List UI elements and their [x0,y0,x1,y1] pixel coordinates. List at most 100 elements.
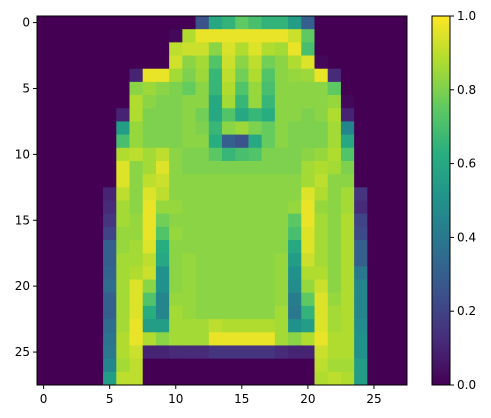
heatmap-cell [354,279,368,294]
heatmap-cell [142,187,157,201]
heatmap-cell [50,95,64,109]
heatmap-cell [195,81,210,96]
heatmap-cell [89,226,104,241]
heatmap-cell [182,174,196,188]
heatmap-cell [103,187,117,201]
heatmap-cell [195,240,210,254]
heatmap-cell [169,147,183,162]
heatmap-cell [301,160,315,175]
heatmap-cell [380,226,395,241]
heatmap-cell [314,345,329,360]
heatmap-cell [235,55,249,70]
heatmap-cell [195,332,210,346]
heatmap-cell [169,174,183,188]
heatmap-cell [327,174,342,188]
heatmap-cell [367,332,381,346]
heatmap-cell [222,121,236,136]
heatmap-cell [142,305,157,320]
colorbar-tick-label: 0.6 [457,157,476,171]
heatmap-cell [248,108,263,122]
heatmap-cell [155,55,170,70]
heatmap-cell [37,95,51,109]
heatmap-cell [116,345,130,360]
heatmap-cell [155,371,170,386]
heatmap-cell [261,358,276,373]
heatmap-cell [393,68,408,83]
heatmap-cell [155,345,170,360]
heatmap-cell [103,121,117,136]
heatmap-cell [380,55,395,70]
heatmap-cell [354,16,368,30]
heatmap-cell [37,108,51,122]
heatmap-cell [274,279,289,294]
heatmap-cell [327,305,342,320]
heatmap-cell [340,305,355,320]
heatmap-cell [393,95,408,109]
heatmap-cell [142,16,157,30]
heatmap-cell [327,345,342,360]
heatmap-cell [288,16,302,30]
heatmap-cell [301,371,315,386]
heatmap-cell [393,266,408,280]
heatmap-cell [327,332,342,346]
heatmap-cell [195,16,210,30]
heatmap-cell [380,68,395,83]
heatmap-cell [274,121,289,136]
heatmap-cell [340,371,355,386]
heatmap-cell [142,332,157,346]
heatmap-cell [182,371,196,386]
heatmap-cell [248,187,263,201]
heatmap-cell [169,108,183,122]
heatmap-cell [288,95,302,109]
heatmap-cell [169,160,183,175]
heatmap-cell [182,95,196,109]
heatmap-cell [354,200,368,215]
heatmap-cell [89,332,104,346]
heatmap-cell [235,108,249,122]
heatmap-cell [367,305,381,320]
heatmap-cell [380,292,395,307]
heatmap-cell [314,68,329,83]
heatmap-cell [261,121,276,136]
heatmap-cell [301,29,315,43]
heatmap-cell [235,95,249,109]
heatmap-cell [195,68,210,83]
heatmap-cell [327,319,342,333]
heatmap-cell [182,240,196,254]
heatmap-cell [248,305,263,320]
heatmap-cell [169,213,183,228]
heatmap-cell [116,147,130,162]
heatmap-cell [89,42,104,56]
heatmap-cell [76,200,91,215]
heatmap-cell [155,253,170,267]
heatmap-cell [37,55,51,70]
heatmap-cell [274,200,289,215]
heatmap-cell [393,332,408,346]
heatmap-cell [89,266,104,280]
heatmap-cell [288,42,302,56]
heatmap-cell [142,121,157,136]
heatmap-cell [37,292,51,307]
heatmap-cell [63,358,78,373]
heatmap-cell [393,345,408,360]
heatmap-cell [393,55,408,70]
heatmap-cell [37,16,51,30]
heatmap-cell [116,319,130,333]
heatmap-cell [63,95,78,109]
heatmap-cell [393,174,408,188]
heatmap-cell [235,358,249,373]
heatmap-cell [76,174,91,188]
heatmap-cell [393,371,408,386]
heatmap-cell [195,213,210,228]
heatmap-cell [103,29,117,43]
heatmap-cell [50,345,64,360]
heatmap-cell [155,319,170,333]
heatmap-cell [235,226,249,241]
heatmap-cell [222,292,236,307]
heatmap-cell [182,147,196,162]
heatmap-cell [248,279,263,294]
heatmap-cell [314,29,329,43]
heatmap-cell [129,240,144,254]
heatmap-cell [116,213,130,228]
heatmap-cell [248,332,263,346]
